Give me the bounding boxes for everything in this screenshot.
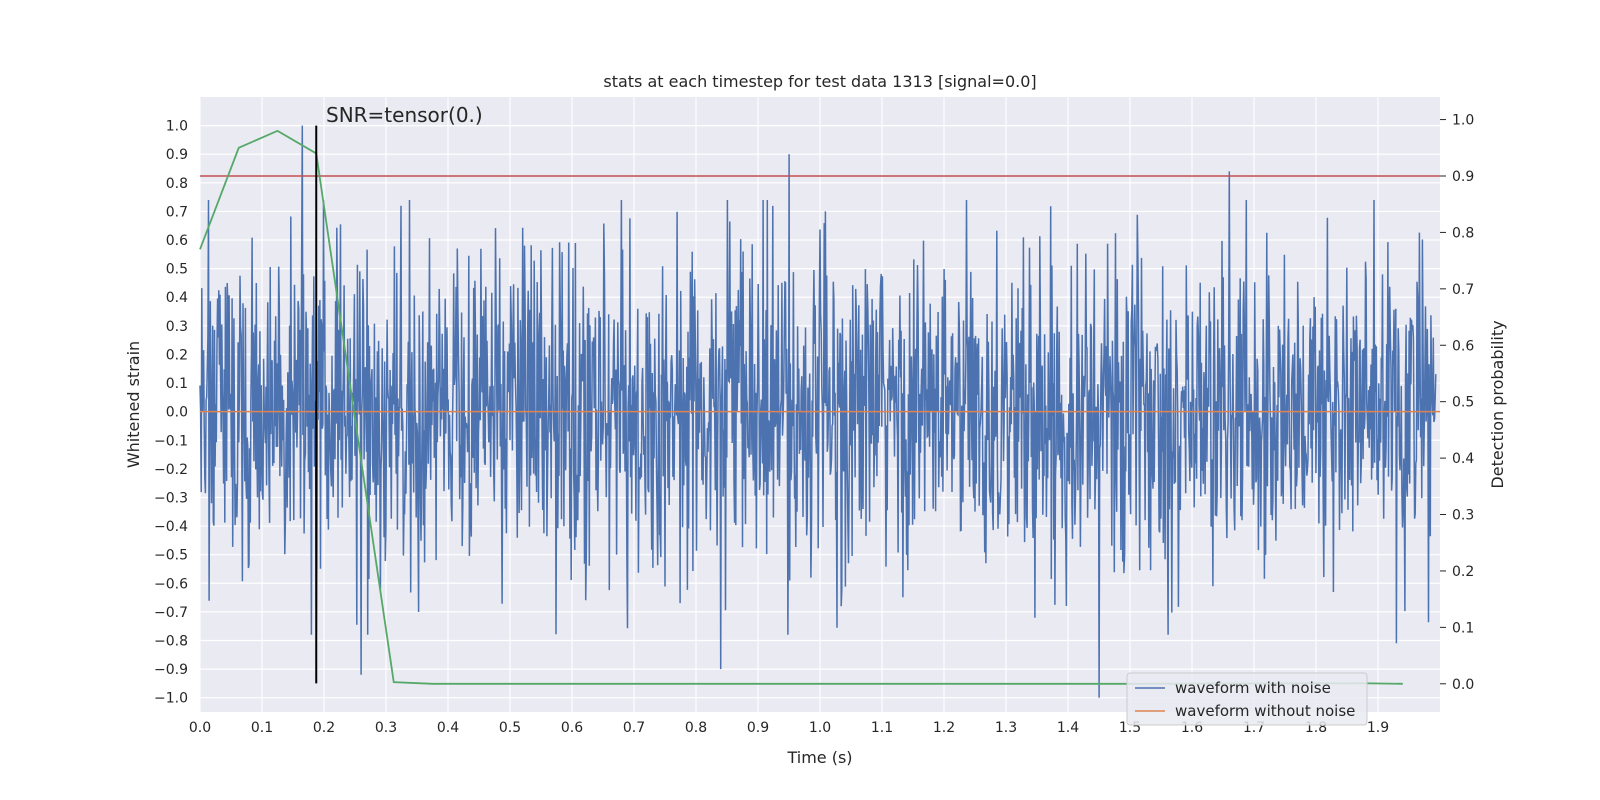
y-left-tick-label: 0.4: [166, 290, 188, 306]
y-left-tick-label: −0.8: [154, 633, 188, 649]
y-left-tick-label: −0.1: [154, 433, 188, 449]
y-left-tick-label: 0.7: [166, 204, 188, 220]
y-right-tick-label: 0.7: [1452, 282, 1474, 298]
y-left-tick-label: 0.6: [166, 233, 188, 249]
x-tick-label: 1.9: [1367, 720, 1389, 736]
x-tick-label: 1.1: [871, 720, 893, 736]
legend-box: [1126, 672, 1368, 726]
y-right-tick-label: 0.4: [1452, 451, 1474, 467]
x-tick-label: 0.1: [251, 720, 273, 736]
x-tick-label: 0.8: [685, 720, 707, 736]
y-right-tick-label: 0.0: [1452, 677, 1474, 693]
y-left-tick-label: 0.2: [166, 347, 188, 363]
y-left-tick-label: −0.4: [154, 519, 188, 535]
x-tick-label: 1.0: [809, 720, 831, 736]
x-tick-label: 0.5: [499, 720, 521, 736]
x-tick-label: 0.4: [437, 720, 459, 736]
y-right-tick-label: 0.8: [1452, 225, 1474, 241]
x-tick-label: 0.3: [375, 720, 397, 736]
y-right-tick-label: 0.3: [1452, 508, 1474, 524]
legend-entry-waveform-with-noise: waveform with noise: [1175, 679, 1331, 697]
x-tick-label: 0.9: [747, 720, 769, 736]
noise-line: [199, 125, 1437, 698]
y-left-tick-label: −0.6: [154, 576, 188, 592]
x-tick-label: 1.2: [933, 720, 955, 736]
y-left-tick-label: 0.9: [166, 147, 188, 163]
grid: [199, 97, 1440, 712]
y-axis-left-ticks: 1.0 0.9 0.8 0.7 0.6 0.5 0.4 0.3 0.2 0.1 0.0 −0.1 −0.…: [154, 119, 188, 707]
y-left-tick-label: −0.5: [154, 548, 188, 564]
x-axis-label: Time (s): [786, 748, 852, 767]
y-right-tick-label: 0.9: [1452, 169, 1474, 185]
chart-title: stats at each timestep for test data 131…: [603, 72, 1036, 91]
y-left-tick-label: 0.3: [166, 319, 188, 335]
x-axis-ticks: 0.0 0.1 0.2 0.3 0.4 0.5 0.6 0.7 0.8 0.9 1.0 1.1 1.2 1…: [189, 720, 1389, 736]
y-left-tick-label: 0.8: [166, 176, 188, 192]
y-left-tick-label: 0.1: [166, 376, 188, 392]
x-tick-label: 0.7: [623, 720, 645, 736]
x-tick-label: 0.6: [561, 720, 583, 736]
legend-entry-waveform-without-noise: waveform without noise: [1175, 702, 1355, 720]
y-right-tick-label: 0.5: [1452, 395, 1474, 411]
y-left-tick-label: −0.9: [154, 662, 188, 678]
y-axis-right-ticks: 1.0 0.9 0.8 0.7 0.6 0.5 0.4 0.3 0.2 0.1 0.0: [1440, 113, 1474, 693]
x-tick-label: 0.2: [313, 720, 335, 736]
y-left-tick-label: −0.2: [154, 462, 188, 478]
series-waveform-with-noise: [199, 125, 1437, 698]
legend: waveform with noise waveform without noi…: [1126, 672, 1368, 726]
y-left-tick-label: −0.3: [154, 490, 188, 506]
x-tick-label: 1.3: [995, 720, 1017, 736]
y-left-tick-label: 0.5: [166, 262, 188, 278]
x-tick-label: 0.0: [189, 720, 211, 736]
x-tick-label: 1.4: [1057, 720, 1079, 736]
y-left-tick-label: −0.7: [154, 605, 188, 621]
snr-annotation: SNR=tensor(0.): [326, 103, 483, 127]
y-right-tick-label: 0.1: [1452, 620, 1474, 636]
y-left-tick-label: 0.0: [166, 405, 188, 421]
y-axis-right-label: Detection probability: [1488, 320, 1507, 488]
y-left-tick-label: −1.0: [154, 691, 188, 707]
y-right-tick-label: 1.0: [1452, 113, 1474, 129]
y-right-tick-label: 0.2: [1452, 564, 1474, 580]
y-axis-left-label: Whitened strain: [124, 341, 143, 468]
y-right-tick-label: 0.6: [1452, 338, 1474, 354]
y-left-tick-label: 1.0: [166, 119, 188, 135]
